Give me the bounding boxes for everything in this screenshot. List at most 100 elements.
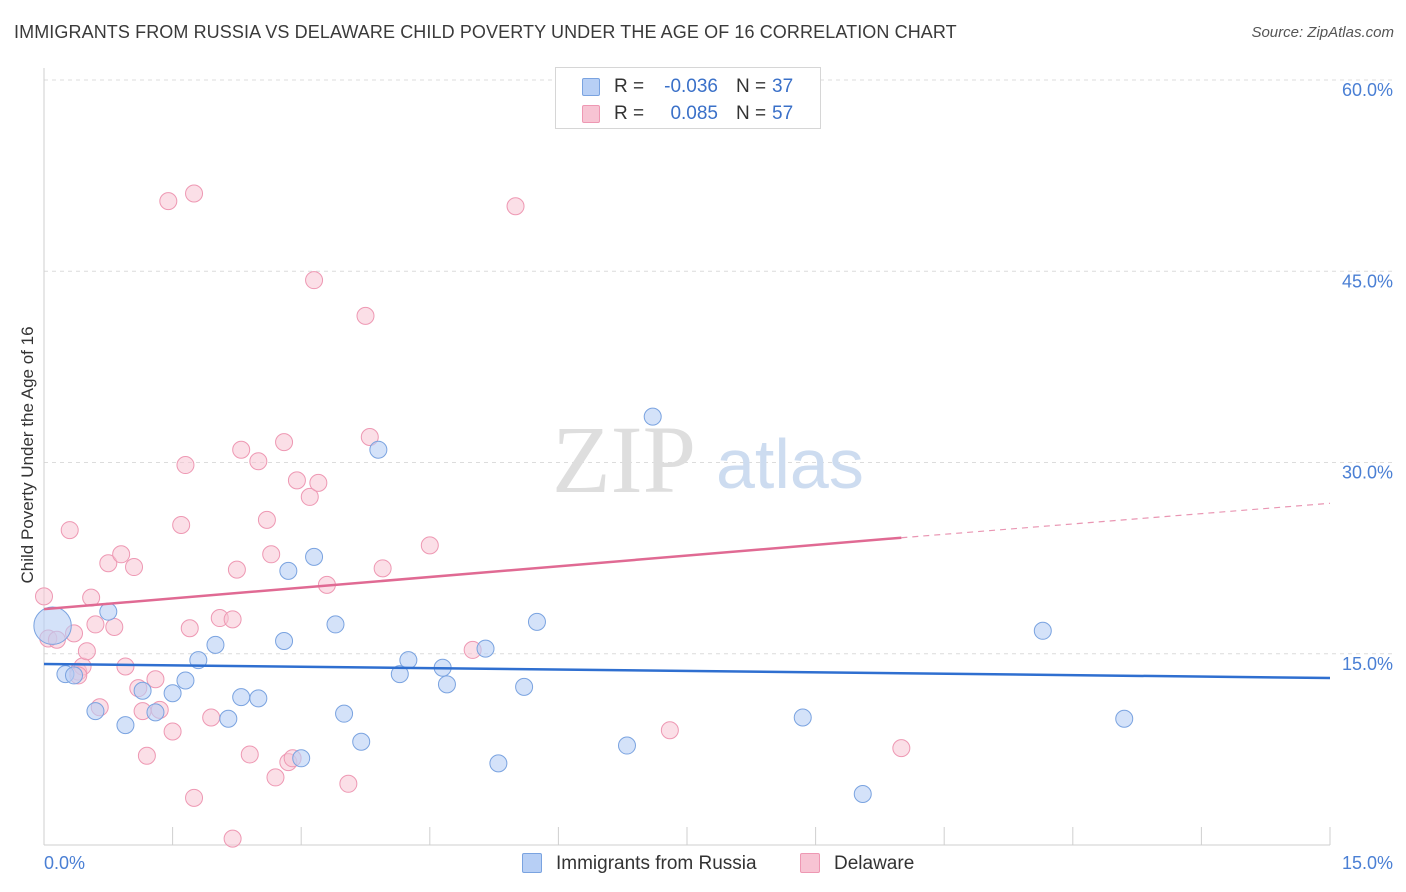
y-tick-label-1: 30.0% (1342, 463, 1393, 483)
russia-point[interactable] (853, 785, 872, 803)
delaware-point[interactable] (172, 515, 191, 534)
russia-point[interactable] (390, 665, 409, 684)
correlation-legend: R = -0.036 N = 37 R = 0.085 N = 57 (555, 67, 821, 129)
delaware-point[interactable] (163, 722, 182, 741)
russia-trend-line (43, 662, 1331, 680)
russia-point[interactable] (476, 639, 495, 658)
legend-row-delaware: R = 0.085 N = 57 (556, 101, 820, 127)
russia-point[interactable] (249, 689, 268, 708)
delaware-point[interactable] (300, 487, 319, 506)
delaware-point[interactable] (287, 471, 306, 490)
delaware-point[interactable] (305, 271, 324, 290)
delaware-point[interactable] (360, 428, 379, 446)
delaware-point[interactable] (275, 433, 294, 452)
russia-point[interactable] (292, 749, 311, 768)
russia-point[interactable] (399, 651, 418, 670)
russia-point[interactable] (33, 606, 72, 645)
delaware-point[interactable] (60, 521, 79, 540)
delaware-point[interactable] (309, 473, 328, 492)
chart-title: IMMIGRANTS FROM RUSSIA VS DELAWARE CHILD… (14, 22, 957, 42)
delaware-point[interactable] (99, 554, 118, 573)
russia-point[interactable] (1033, 621, 1052, 640)
delaware-point[interactable] (227, 560, 246, 579)
russia-point[interactable] (275, 632, 294, 650)
russia-point[interactable] (335, 704, 354, 723)
trend-lines (43, 502, 1331, 680)
legend-swatch-russia (582, 78, 600, 96)
delaware-point[interactable] (125, 558, 144, 577)
russia-point[interactable] (163, 684, 182, 703)
delaware-points (35, 184, 911, 848)
russia-point[interactable] (86, 702, 105, 721)
legend-swatch-delaware (800, 853, 820, 873)
delaware-point[interactable] (180, 619, 199, 638)
delaware-point[interactable] (339, 774, 358, 793)
delaware-point[interactable] (223, 829, 242, 848)
russia-point[interactable] (176, 671, 195, 690)
delaware-point[interactable] (266, 768, 285, 787)
russia-points (33, 407, 1134, 803)
russia-point[interactable] (437, 675, 456, 694)
y-tick-label-2: 45.0% (1342, 271, 1393, 291)
delaware-point[interactable] (262, 545, 281, 564)
delaware-point[interactable] (506, 197, 525, 216)
russia-point[interactable] (305, 547, 324, 566)
y-tick-label-3: 60.0% (1342, 80, 1393, 100)
x-tick-labels: 0.0% 15.0% (44, 853, 1393, 873)
watermark-atlas: atlas (716, 425, 864, 503)
delaware-point[interactable] (257, 510, 276, 529)
delaware-point[interactable] (232, 440, 251, 459)
delaware-trend-extension (901, 502, 1331, 539)
russia-point[interactable] (489, 754, 508, 773)
delaware-point[interactable] (356, 306, 375, 325)
russia-point[interactable] (99, 602, 118, 621)
delaware-point[interactable] (77, 642, 96, 661)
gridlines (44, 79, 1392, 655)
legend-n-label: N = (736, 76, 767, 97)
russia-point[interactable] (206, 635, 225, 654)
delaware-point[interactable] (660, 721, 679, 740)
russia-point[interactable] (515, 677, 534, 696)
russia-point[interactable] (1115, 709, 1134, 728)
x-tick-label-max: 15.0% (1342, 853, 1393, 873)
delaware-point[interactable] (223, 610, 242, 629)
delaware-point[interactable] (373, 559, 392, 578)
delaware-point[interactable] (86, 615, 105, 634)
delaware-point[interactable] (185, 184, 204, 203)
russia-point[interactable] (232, 688, 251, 707)
delaware-point[interactable] (420, 536, 439, 555)
delaware-point[interactable] (240, 745, 259, 764)
delaware-point[interactable] (249, 452, 268, 471)
russia-point[interactable] (643, 407, 662, 426)
russia-point[interactable] (279, 561, 298, 580)
legend-r-value: -0.036 (664, 76, 718, 97)
russia-point[interactable] (133, 681, 152, 700)
russia-point[interactable] (369, 440, 388, 459)
delaware-point[interactable] (176, 456, 195, 475)
delaware-point[interactable] (159, 192, 178, 211)
delaware-point[interactable] (185, 788, 204, 807)
russia-point[interactable] (116, 716, 135, 735)
russia-point[interactable] (65, 666, 84, 685)
legend-swatch-delaware (582, 105, 600, 123)
delaware-point[interactable] (137, 746, 156, 765)
russia-point[interactable] (352, 732, 371, 751)
legend-r-label: R = (614, 103, 645, 124)
russia-point[interactable] (793, 708, 812, 727)
legend-label-delaware: Delaware (834, 853, 915, 874)
legend-row-russia: R = -0.036 N = 37 (556, 74, 820, 100)
russia-point[interactable] (527, 612, 546, 631)
delaware-point[interactable] (146, 670, 165, 689)
russia-point[interactable] (617, 736, 636, 755)
delaware-point[interactable] (105, 617, 124, 636)
russia-point[interactable] (219, 709, 238, 728)
delaware-point[interactable] (892, 739, 911, 758)
y-tick-label-0: 15.0% (1342, 654, 1393, 674)
russia-point[interactable] (326, 615, 345, 634)
delaware-point[interactable] (112, 545, 131, 564)
delaware-point[interactable] (116, 657, 135, 676)
delaware-point[interactable] (202, 708, 221, 727)
russia-point[interactable] (146, 703, 165, 722)
delaware-point[interactable] (35, 587, 53, 606)
